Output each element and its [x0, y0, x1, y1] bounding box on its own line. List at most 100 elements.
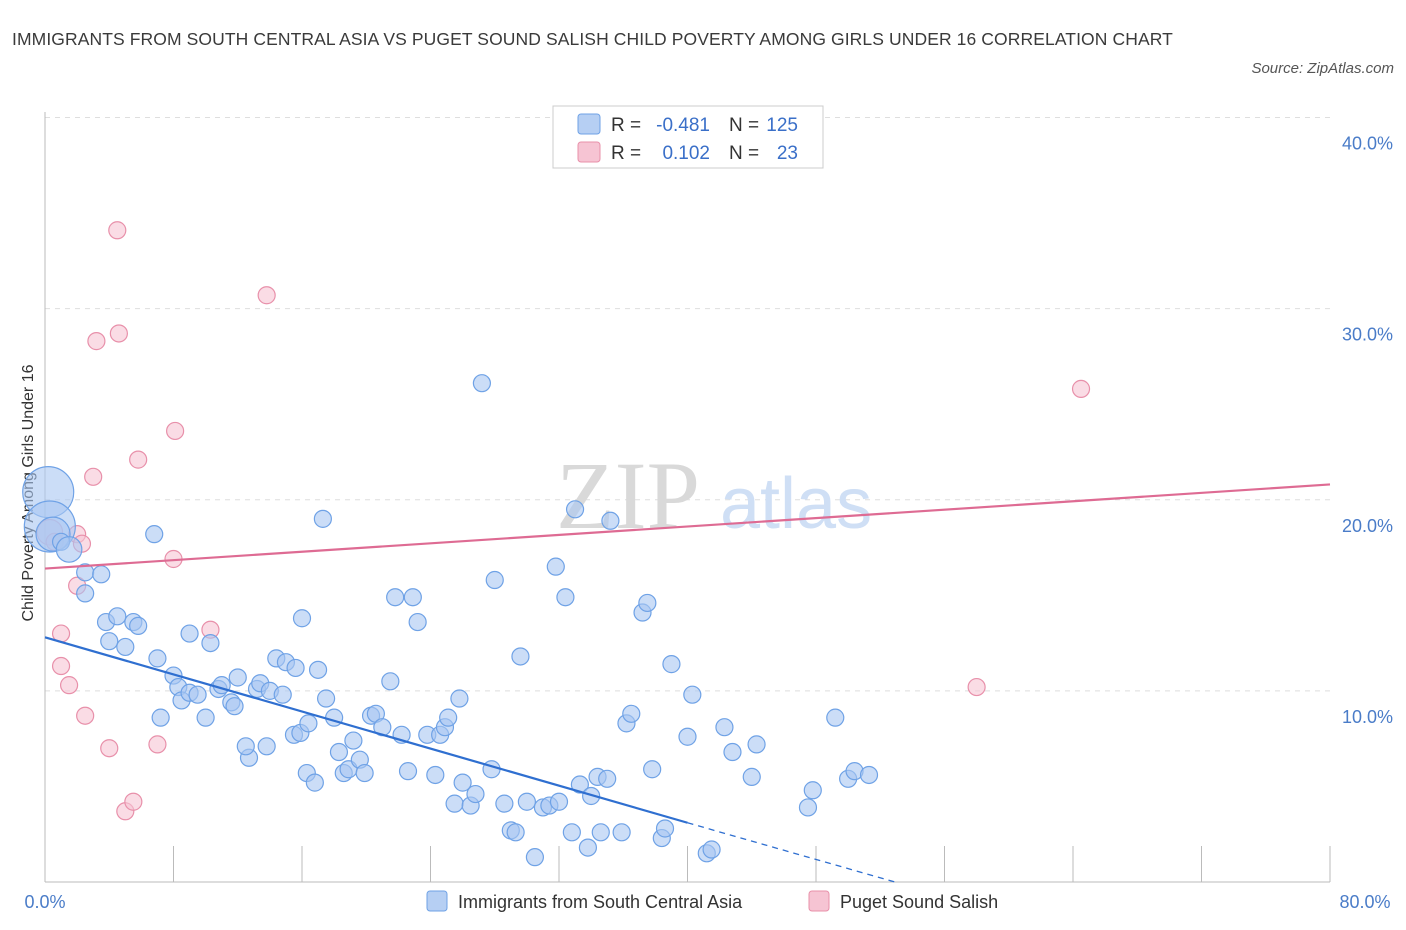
sca-point	[225, 697, 244, 716]
sca-point	[683, 685, 702, 704]
sca-point	[723, 742, 742, 762]
legend-label-series2: Puget Sound Salish	[840, 892, 998, 912]
trend-line-salish	[44, 483, 1331, 570]
sca-point	[546, 557, 565, 576]
sca-point	[638, 593, 657, 613]
sca-point	[715, 718, 734, 737]
sca-point	[145, 525, 164, 544]
salish-point	[148, 735, 167, 754]
sca-point	[236, 737, 255, 756]
sca-point	[426, 765, 445, 785]
sca-point	[305, 773, 324, 792]
sca-point	[591, 823, 610, 842]
sca-point	[398, 762, 418, 781]
salish-point	[87, 332, 106, 351]
sca-point	[662, 655, 681, 674]
sca-point	[525, 848, 545, 867]
salish-point	[967, 677, 986, 697]
series-south-central-asia-points	[22, 374, 879, 867]
salish-point	[1071, 379, 1091, 398]
trend-line-sca	[44, 636, 688, 824]
sca-point	[803, 781, 822, 800]
stats-n-value-1: 125	[766, 115, 798, 136]
sca-point	[453, 773, 472, 792]
sca-point	[643, 760, 662, 779]
sca-point	[445, 794, 464, 813]
sca-point	[517, 792, 536, 811]
y-tick-label: 40.0%	[1342, 134, 1393, 154]
y-tick-label: 30.0%	[1342, 325, 1393, 345]
sca-point	[355, 763, 374, 783]
sca-point	[116, 637, 135, 657]
sca-point	[472, 374, 491, 393]
sca-point	[511, 647, 530, 666]
sca-point	[228, 668, 247, 687]
salish-point	[166, 421, 185, 441]
sca-point	[742, 767, 761, 786]
sca-point	[495, 794, 514, 813]
grid	[45, 117, 1330, 692]
sca-point	[408, 612, 427, 632]
sca-point	[381, 672, 400, 691]
salish-point	[100, 739, 119, 758]
sca-point	[257, 737, 276, 756]
sca-point	[148, 649, 167, 668]
sca-point	[826, 708, 845, 727]
x-tick-label-min: 0.0%	[24, 892, 65, 912]
sca-point	[565, 500, 585, 519]
sca-point	[482, 760, 501, 779]
sca-point	[55, 536, 83, 563]
sca-point	[655, 819, 675, 838]
salish-point	[59, 676, 79, 695]
sca-point	[578, 838, 598, 857]
sca-point	[180, 624, 199, 643]
sca-point	[188, 685, 207, 704]
salish-point	[124, 792, 143, 811]
sca-point	[506, 823, 525, 842]
sca-point	[76, 584, 95, 603]
y-tick-labels: 10.0% 20.0% 30.0% 40.0%	[1342, 134, 1393, 727]
trend-lines	[44, 483, 1331, 883]
sca-point	[196, 708, 215, 727]
sca-point	[678, 727, 697, 746]
stats-r-value-1: -0.481	[656, 115, 710, 136]
salish-point	[51, 656, 71, 676]
sca-point	[313, 509, 332, 528]
sca-point	[386, 588, 405, 607]
y-tick-label: 20.0%	[1342, 516, 1393, 536]
stats-n-label-2: N =	[729, 143, 759, 164]
sca-point	[702, 840, 721, 859]
sca-point	[329, 742, 349, 762]
salish-point	[129, 450, 148, 469]
salish-point	[84, 467, 103, 486]
trend-line-sca-extension	[687, 822, 896, 883]
sca-point	[601, 511, 620, 530]
sca-point	[108, 607, 127, 626]
x-ticks	[44, 846, 1331, 882]
sca-point	[316, 689, 336, 708]
sca-point	[201, 633, 220, 653]
sca-point	[286, 658, 305, 678]
stats-n-value-2: 23	[777, 143, 798, 164]
sca-point	[299, 714, 318, 733]
sca-point	[622, 704, 641, 723]
x-tick-label-max: 80.0%	[1339, 892, 1390, 912]
salish-point	[108, 221, 127, 240]
sca-point	[308, 660, 328, 679]
sca-point	[466, 784, 485, 804]
legend-swatch-blue	[426, 890, 448, 912]
bottom-legend: Immigrants from South Central Asia Puget…	[426, 890, 998, 912]
sca-point	[403, 588, 422, 607]
sca-point	[859, 765, 879, 785]
sca-point	[344, 731, 363, 750]
sca-point	[549, 792, 569, 811]
sca-point	[598, 769, 617, 788]
chart-title: IMMIGRANTS FROM SOUTH CENTRAL ASIA VS PU…	[12, 29, 1173, 49]
sca-point	[562, 823, 581, 842]
stats-legend: R = -0.481 N = 125 R = 0.102 N = 23	[552, 105, 824, 169]
stats-n-label-1: N =	[729, 115, 759, 136]
sca-point	[798, 798, 818, 817]
stats-swatch-pink	[577, 141, 601, 163]
salish-point	[109, 324, 128, 343]
